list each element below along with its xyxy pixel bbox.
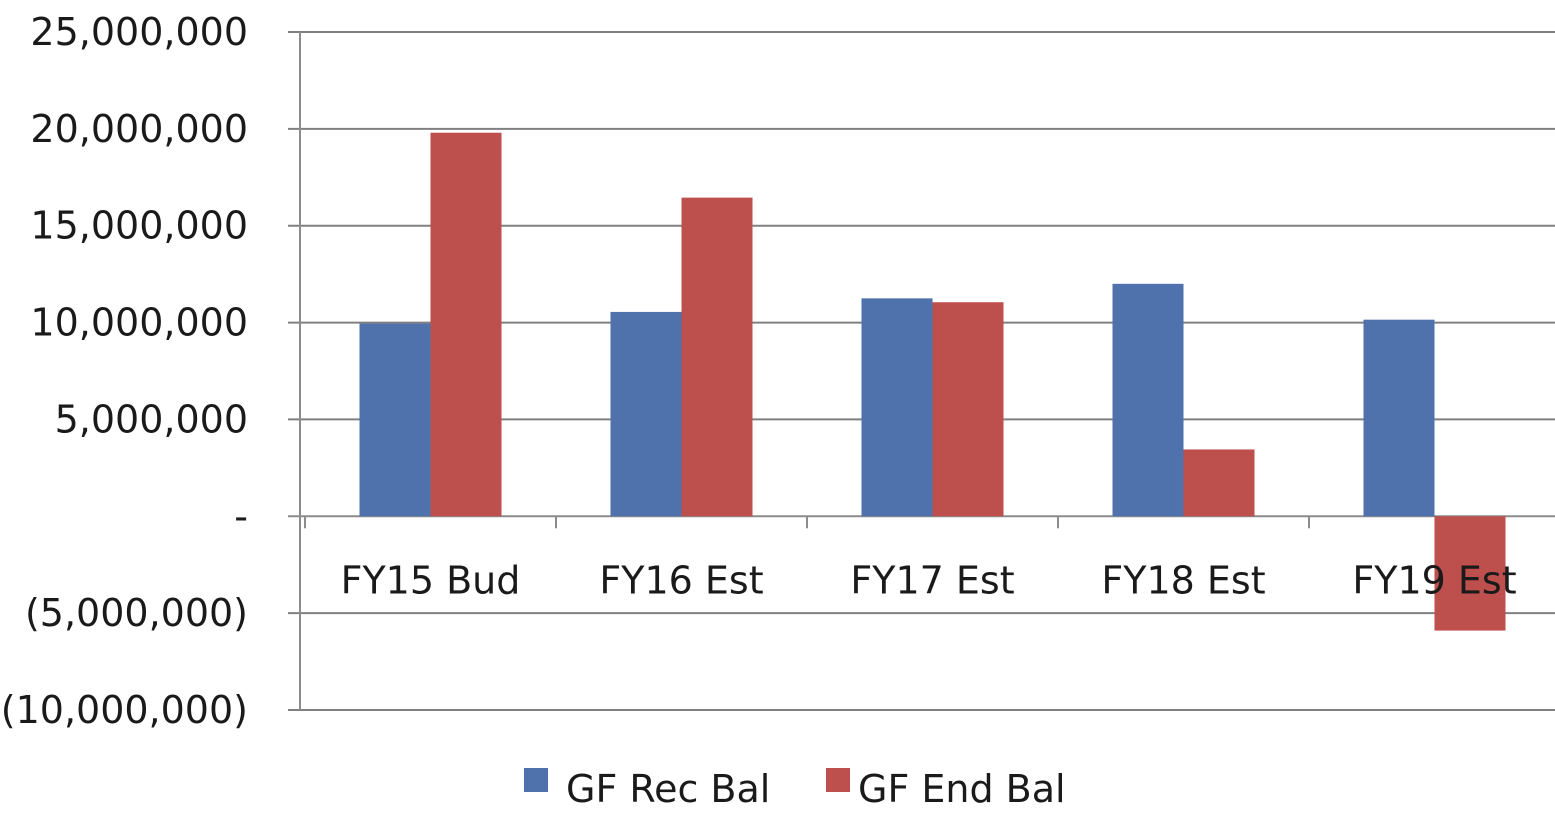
bar-gf-end-bal xyxy=(1183,449,1255,517)
x-tick-labels: FY15 Bud FY16 Est FY17 Est FY18 Est FY19 Est xyxy=(341,558,1517,602)
legend-swatch xyxy=(524,768,548,792)
bars xyxy=(359,132,1506,631)
bar-gf-end-bal xyxy=(430,132,502,517)
x-tick-label: FY18 Est xyxy=(1101,558,1265,602)
y-tick-label: 25,000,000 xyxy=(30,10,248,54)
bar-gf-end-bal xyxy=(681,197,753,517)
bar-gf-rec-bal xyxy=(359,323,431,517)
x-tick-label: FY19 Est xyxy=(1352,558,1516,602)
bar-gf-end-bal xyxy=(932,302,1004,517)
y-tick-labels: 25,000,000 20,000,000 15,000,000 10,000,000… xyxy=(1,10,248,732)
bar-gf-end-bal xyxy=(1434,516,1506,631)
y-tick-label: 10,000,000 xyxy=(30,301,248,345)
bar-gf-rec-bal xyxy=(861,298,933,517)
bar-gf-rec-bal xyxy=(1363,319,1435,517)
y-tick-label: (10,000,000) xyxy=(1,688,248,732)
legend-swatch xyxy=(826,768,850,792)
y-tick-label: - xyxy=(234,494,248,538)
y-tick-label: 15,000,000 xyxy=(30,204,248,248)
legend-label: GF Rec Bal xyxy=(566,767,770,811)
x-tick-label: FY16 Est xyxy=(599,558,763,602)
legend-label: GF End Bal xyxy=(858,767,1066,811)
legend: GF Rec Bal GF End Bal xyxy=(524,767,1066,811)
y-tick-label: 5,000,000 xyxy=(55,397,248,441)
y-tick-label: 20,000,000 xyxy=(30,107,248,151)
y-tick-label: (5,000,000) xyxy=(25,591,248,635)
x-tick-label: FY15 Bud xyxy=(341,558,521,602)
axes xyxy=(299,32,1310,710)
x-tick-label: FY17 Est xyxy=(850,558,1014,602)
bar-gf-rec-bal xyxy=(610,311,682,517)
bar-gf-rec-bal xyxy=(1112,283,1184,517)
